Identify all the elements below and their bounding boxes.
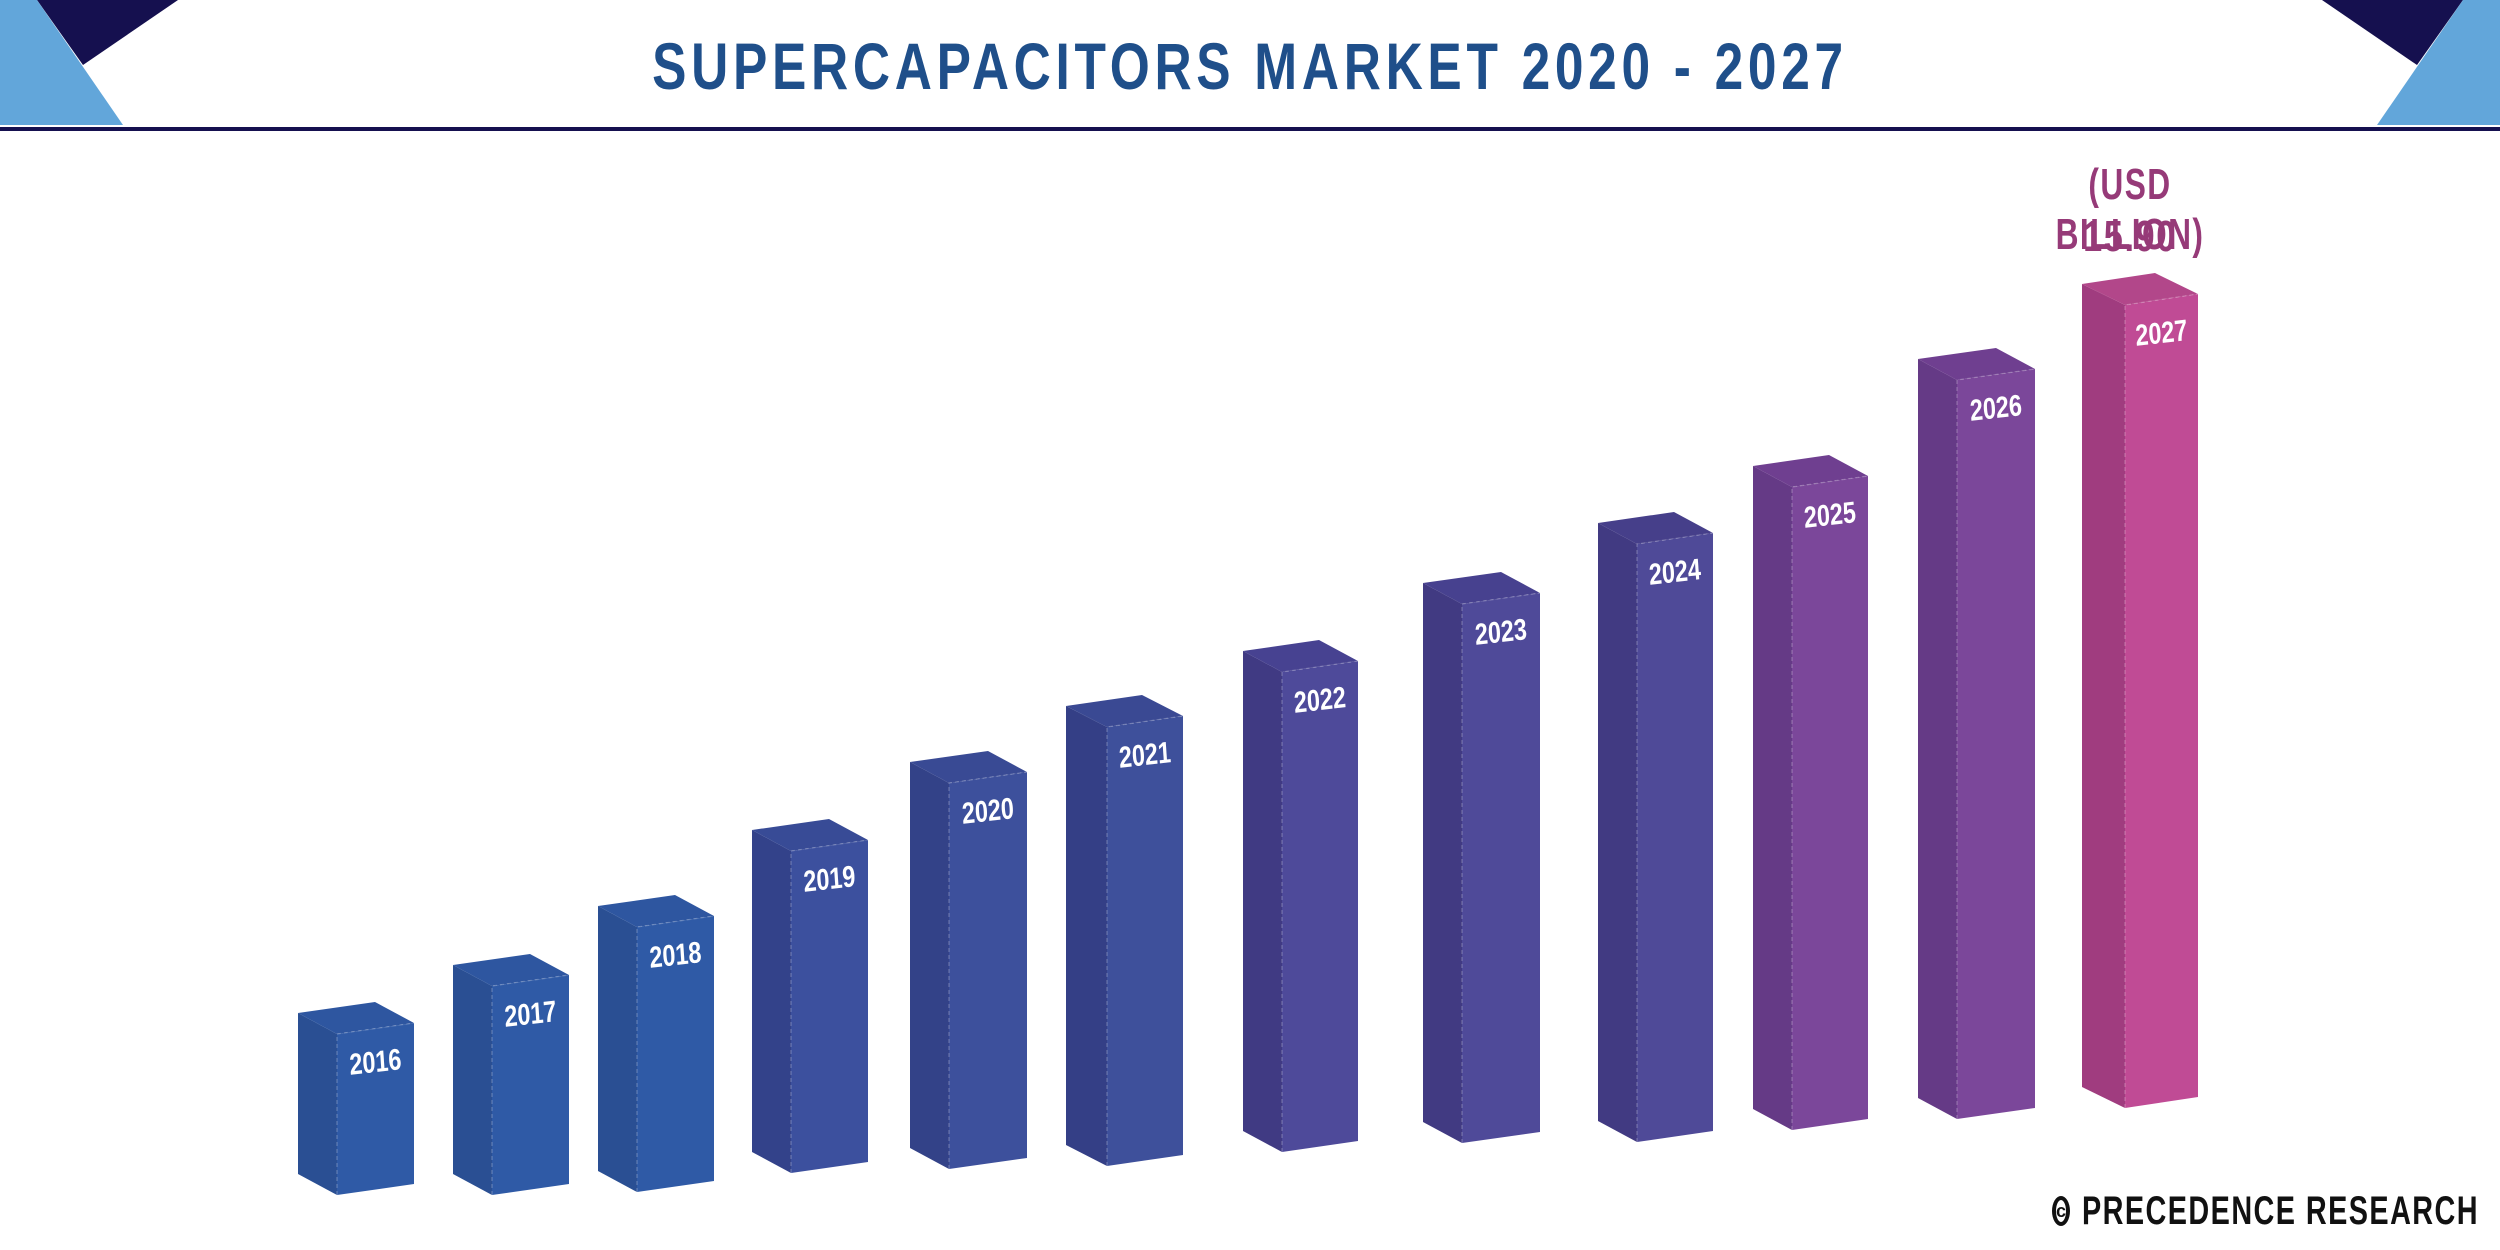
footer-brand: c PRECEDENCE RESEARCH: [2040, 1186, 2478, 1236]
bar-year-label: 2019: [802, 859, 856, 898]
bar-year-label: 2018: [648, 935, 702, 974]
bar-year-label: 2017: [503, 994, 557, 1033]
unit-label: (USD BILLION): [2055, 160, 2205, 259]
bar-2018: 2018: [598, 895, 715, 1192]
bar-year-label: 2021: [1118, 735, 1172, 774]
corner-decoration-left-icon: [0, 0, 178, 125]
bar-2020: 2020: [910, 751, 1028, 1169]
corner-decoration-right-icon: [2322, 0, 2500, 125]
bar-year-label: 2025: [1803, 495, 1857, 534]
header-banner: SUPERCAPACITORS MARKET 2020 - 2027: [0, 0, 2500, 132]
bar-year-label: 2024: [1648, 552, 1702, 591]
bar-year-label: 2022: [1293, 680, 1347, 719]
brand-name: PRECEDENCE RESEARCH: [2082, 1188, 2480, 1233]
bar-2026: 2026: [1918, 348, 2036, 1119]
bar-year-label: 2023: [1474, 612, 1528, 651]
bar-2027: 2027: [2082, 273, 2199, 1108]
bar-2022: 2022: [1243, 640, 1359, 1152]
highlight-value-label: 15.90: [2083, 212, 2177, 261]
bar-year-label: 2027: [2134, 313, 2188, 352]
bar-2024: 2024: [1598, 512, 1714, 1142]
bar-2016: 2016: [298, 1002, 415, 1195]
bar-2017: 2017: [453, 954, 570, 1195]
bar-2019: 2019: [752, 819, 869, 1173]
header-divider: [0, 127, 2500, 131]
bar-year-label: 2016: [348, 1042, 402, 1081]
bar-2021: 2021: [1066, 695, 1184, 1166]
bar-2023: 2023: [1423, 572, 1541, 1143]
bar-year-label: 2026: [1969, 388, 2023, 427]
bar-year-label: 2020: [961, 791, 1015, 830]
bar-2025: 2025: [1753, 455, 1869, 1130]
chart-title: SUPERCAPACITORS MARKET 2020 - 2027: [652, 29, 1848, 103]
copyright-icon: c: [2052, 1196, 2071, 1226]
